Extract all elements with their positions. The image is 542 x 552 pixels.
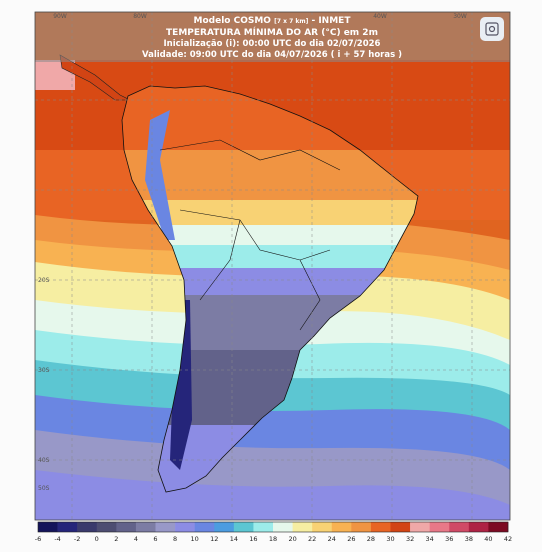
colorbar-label: 6 <box>153 535 157 543</box>
colorbar-frame <box>37 521 509 533</box>
colorbar-label: 34 <box>426 535 434 543</box>
color-swatch <box>155 522 176 532</box>
colorbar-label: 4 <box>134 535 138 543</box>
colorbar-label: 38 <box>465 535 473 543</box>
color-swatch <box>214 522 235 532</box>
map-frame <box>34 11 511 521</box>
color-swatch <box>390 522 411 532</box>
color-swatch <box>38 522 58 532</box>
latitude-label: 20S <box>38 277 50 284</box>
longitude-label: 30W <box>453 13 467 20</box>
color-swatch <box>96 522 117 532</box>
colorbar-label: -2 <box>74 535 80 543</box>
colorbar-label: 42 <box>504 535 512 543</box>
colorbar-label: -4 <box>54 535 60 543</box>
colorbar-label: 12 <box>210 535 218 543</box>
colorbar-label: 22 <box>308 535 316 543</box>
color-swatch <box>175 522 195 532</box>
color-swatch <box>135 522 156 532</box>
color-swatch <box>370 522 391 532</box>
color-swatch <box>312 522 333 532</box>
init-time: Inicialização (i): 00:00 UTC do dia 02/0… <box>164 39 381 49</box>
color-swatch <box>57 522 78 532</box>
colorbar-label: 8 <box>173 535 177 543</box>
color-swatch <box>488 522 509 532</box>
colorbar-label: 28 <box>367 535 375 543</box>
color-swatch <box>429 522 450 532</box>
colorbar-label: -6 <box>35 535 41 543</box>
colorbar-label: 16 <box>249 535 257 543</box>
colorbar-label: 24 <box>328 535 336 543</box>
colorbar-label: 18 <box>269 535 277 543</box>
color-swatch <box>116 522 137 532</box>
model: Modelo COSMO <box>194 16 272 26</box>
colorbar: -6 -4 -2 0 2 4 6 8 10 12 14 16 18 20 22 24 26 28 30 32 34 36 3… <box>35 521 512 543</box>
color-swatch <box>410 522 430 532</box>
colorbar-label: 26 <box>347 535 355 543</box>
latitude-label: 50S <box>38 485 50 492</box>
longitude-label: 40W <box>373 13 387 20</box>
colorbar-label: 30 <box>386 535 394 543</box>
colorbar-label: 10 <box>191 535 199 543</box>
colorbar-label: 20 <box>288 535 296 543</box>
color-swatch <box>273 522 293 532</box>
color-swatch <box>253 522 274 532</box>
color-swatch <box>351 522 372 532</box>
title: TEMPERATURA MÍNIMA DO AR (°C) em 2m <box>166 26 378 38</box>
color-swatch <box>233 522 254 532</box>
color-swatch <box>468 522 489 532</box>
longitude-label: 90W <box>53 13 67 20</box>
latitude-label: 30S <box>38 367 50 374</box>
colorbar-label: 0 <box>95 535 99 543</box>
map-area <box>35 12 510 520</box>
header-line: Modelo COSMO [7 x 7 km] - INMET <box>194 16 352 26</box>
color-swatch <box>331 522 352 532</box>
latitude-label: 40S <box>38 457 50 464</box>
colorbar-label: 32 <box>406 535 414 543</box>
color-swatch <box>292 522 313 532</box>
colorbar-label: 36 <box>445 535 453 543</box>
resolution: [7 x 7 km] <box>274 18 308 25</box>
colorbar-label: 14 <box>230 535 238 543</box>
valid-time: Validade: 09:00 UTC do dia 04/07/2026 ( … <box>142 50 402 60</box>
color-swatch <box>194 522 215 532</box>
colorbar-label: 40 <box>484 535 492 543</box>
color-swatch <box>77 522 98 532</box>
colorbar-label: 2 <box>114 535 118 543</box>
longitude-label: 80W <box>133 13 147 20</box>
zoom-button[interactable] <box>480 17 504 41</box>
agency: - INMET <box>311 16 351 26</box>
color-swatch <box>449 522 470 532</box>
